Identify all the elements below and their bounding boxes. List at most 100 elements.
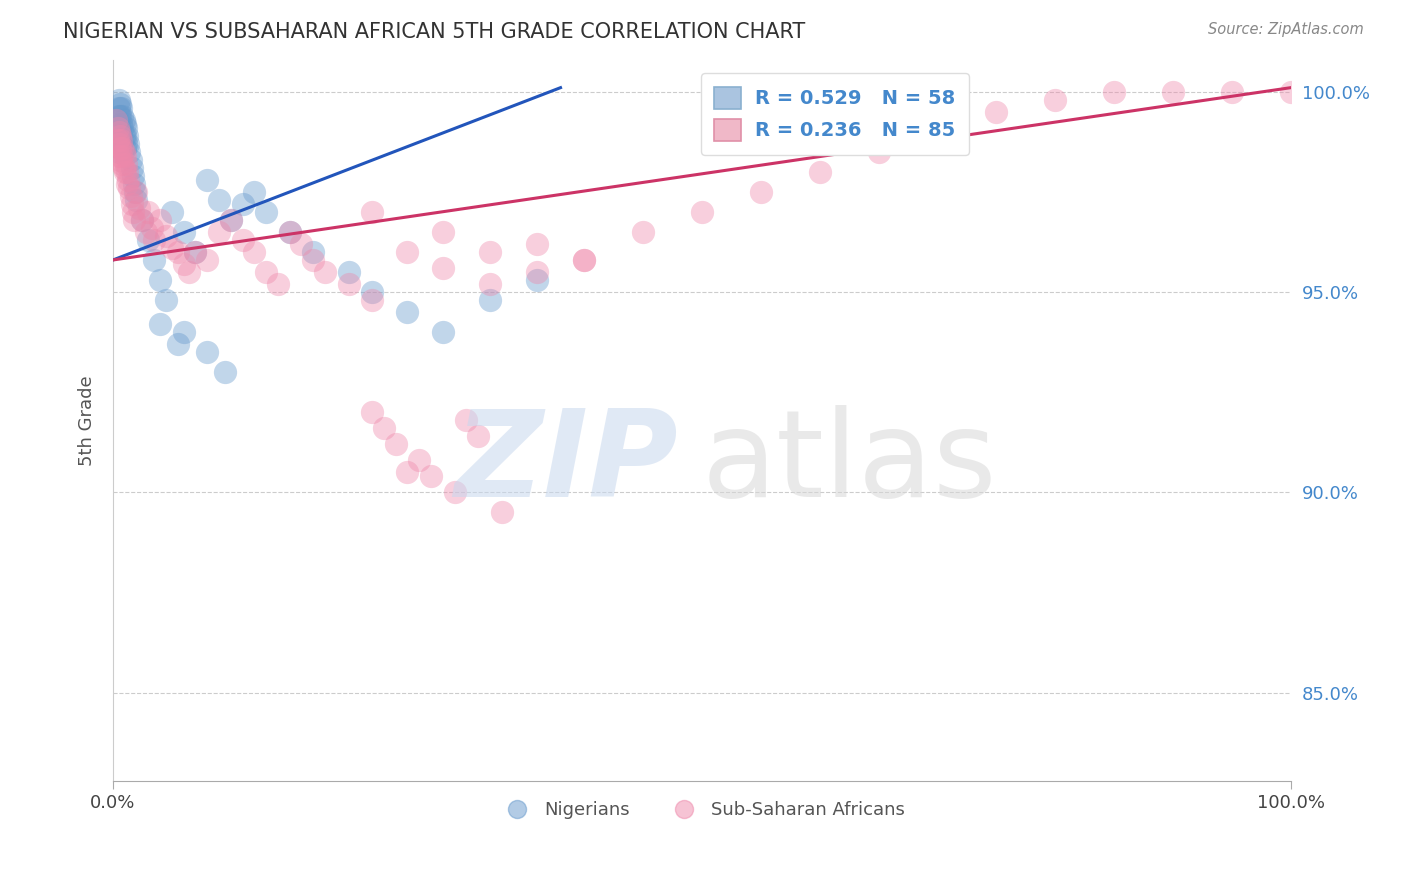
Point [195, 173, 218, 187]
Point [108, 109, 131, 123]
Point [118, 181, 141, 195]
Point [122, 169, 145, 183]
Point [195, 252, 218, 267]
Point [120, 189, 142, 203]
Point [478, 277, 501, 291]
Point [136, 233, 159, 247]
Point [111, 120, 134, 135]
Point [243, 185, 266, 199]
Point [122, 177, 145, 191]
Point [108, 133, 131, 147]
Point [114, 141, 136, 155]
Point [115, 165, 138, 179]
Point [373, 421, 395, 435]
Point [166, 244, 188, 259]
Point [986, 104, 1008, 119]
Point [749, 185, 772, 199]
Point [254, 205, 277, 219]
Point [443, 485, 465, 500]
Point [117, 173, 139, 187]
Point [526, 236, 548, 251]
Point [111, 141, 134, 155]
Point [166, 337, 188, 351]
Point [231, 233, 253, 247]
Point [149, 317, 172, 331]
Point [122, 205, 145, 219]
Text: ZIP: ZIP [454, 405, 678, 522]
Point [160, 205, 183, 219]
Text: NIGERIAN VS SUBSAHARAN AFRICAN 5TH GRADE CORRELATION CHART: NIGERIAN VS SUBSAHARAN AFRICAN 5TH GRADE… [63, 22, 806, 42]
Point [131, 213, 153, 227]
Point [1279, 85, 1302, 99]
Point [110, 128, 132, 143]
Point [868, 145, 890, 159]
Point [208, 193, 231, 207]
Point [108, 141, 131, 155]
Point [184, 244, 207, 259]
Point [135, 225, 157, 239]
Point [143, 233, 166, 247]
Point [125, 185, 148, 199]
Point [143, 252, 166, 267]
Text: Source: ZipAtlas.com: Source: ZipAtlas.com [1208, 22, 1364, 37]
Point [231, 197, 253, 211]
Point [396, 466, 419, 480]
Point [420, 469, 443, 483]
Point [110, 149, 132, 163]
Point [361, 285, 384, 299]
Point [108, 153, 131, 167]
Point [112, 112, 135, 127]
Point [631, 225, 654, 239]
Point [108, 120, 131, 135]
Point [243, 244, 266, 259]
Point [927, 125, 949, 139]
Point [108, 101, 131, 115]
Point [115, 177, 138, 191]
Point [491, 506, 513, 520]
Point [173, 225, 195, 239]
Point [278, 225, 301, 239]
Point [155, 293, 177, 307]
Point [173, 257, 195, 271]
Point [110, 117, 132, 131]
Point [337, 265, 360, 279]
Point [112, 161, 135, 175]
Point [408, 453, 430, 467]
Point [122, 213, 145, 227]
Point [314, 265, 336, 279]
Point [219, 213, 242, 227]
Point [467, 429, 489, 443]
Point [432, 260, 454, 275]
Point [1220, 85, 1243, 99]
Point [108, 109, 131, 123]
Point [110, 133, 132, 147]
Point [219, 213, 242, 227]
Y-axis label: 5th Grade: 5th Grade [79, 375, 96, 466]
Point [808, 165, 831, 179]
Point [1161, 85, 1184, 99]
Point [302, 252, 325, 267]
Point [136, 205, 159, 219]
Point [110, 101, 132, 115]
Point [184, 244, 207, 259]
Point [115, 120, 138, 135]
Point [396, 305, 419, 319]
Point [149, 213, 172, 227]
Point [572, 252, 595, 267]
Point [302, 244, 325, 259]
Point [118, 145, 141, 159]
Point [214, 365, 236, 379]
Point [120, 153, 142, 167]
Point [337, 277, 360, 291]
Point [361, 293, 384, 307]
Point [160, 241, 183, 255]
Point [290, 236, 312, 251]
Point [108, 145, 131, 159]
Point [108, 96, 131, 111]
Point [478, 293, 501, 307]
Point [131, 213, 153, 227]
Point [149, 273, 172, 287]
Point [108, 125, 131, 139]
Point [1102, 85, 1125, 99]
Point [432, 325, 454, 339]
